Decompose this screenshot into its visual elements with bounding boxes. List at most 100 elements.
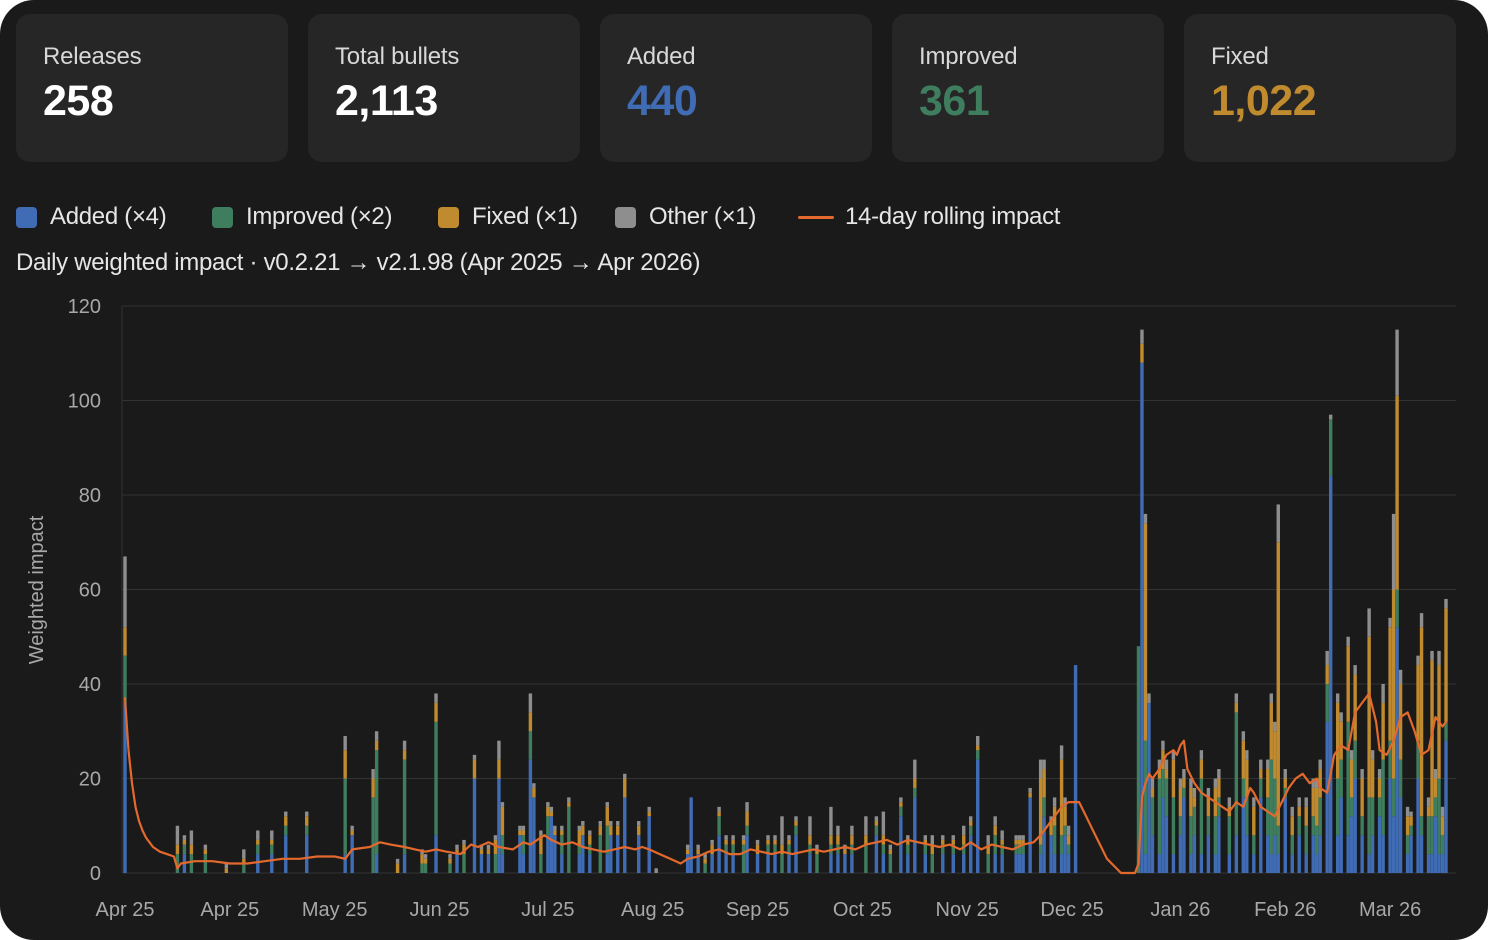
bar-segment-improved	[1370, 797, 1375, 836]
bar-segment-improved	[1178, 816, 1183, 836]
bar-segment-improved	[1021, 844, 1025, 855]
bar-segment-added	[1304, 854, 1308, 873]
bar-segment-fixed	[1335, 702, 1340, 779]
bar-stack	[1283, 769, 1287, 873]
bar-stack	[1189, 778, 1193, 873]
legend-item-improved[interactable]: Improved (×2)	[212, 200, 392, 234]
bar-stack	[1391, 513, 1396, 873]
bar-segment-other	[448, 854, 452, 859]
bar-segment-improved	[1000, 844, 1004, 855]
bar-stack	[1360, 769, 1364, 873]
y-axis-ticks: 0 20 40 60 80 100 120	[68, 296, 101, 885]
legend-line	[798, 215, 834, 219]
bar-segment-fixed	[1388, 627, 1392, 741]
bar-segment-added	[1440, 854, 1445, 873]
bar-stack	[969, 816, 973, 873]
bar-segment-other	[598, 821, 602, 826]
legend-item-fixed[interactable]: Fixed (×1)	[438, 200, 578, 234]
bar-segment-added	[1073, 665, 1078, 873]
bar-segment-fixed	[703, 858, 707, 864]
bar-segment-added	[605, 854, 609, 873]
bar-segment-other	[1440, 806, 1445, 817]
bar-stack	[1252, 797, 1256, 873]
bar-segment-added	[836, 854, 840, 873]
bar-segment-other	[773, 835, 777, 840]
bar-stack	[1444, 598, 1448, 873]
bar-segment-added	[1370, 835, 1375, 873]
bar-segment-fixed	[371, 778, 375, 798]
bar-segment-improved	[1381, 759, 1385, 836]
bar-segment-improved	[899, 806, 903, 817]
bar-segment-fixed	[549, 811, 554, 817]
bar-segment-added	[305, 835, 309, 873]
bar-segment-other	[1227, 797, 1232, 807]
bar-segment-fixed	[724, 839, 728, 845]
bar-segment-improved	[1419, 816, 1424, 836]
bar-stack	[1140, 329, 1144, 873]
bar-segment-fixed	[745, 811, 749, 826]
y-tick-label: 20	[79, 769, 101, 791]
bar-segment-fixed	[913, 778, 917, 788]
bar-segment-added	[1164, 816, 1169, 873]
bar-stack	[189, 830, 194, 873]
bar-segment-fixed	[605, 806, 609, 826]
bar-segment-improved	[1157, 778, 1162, 855]
stat-value: 2,113	[335, 77, 438, 125]
bar-stack	[577, 825, 582, 873]
bar-segment-improved	[1311, 816, 1315, 836]
bar-stack	[420, 849, 424, 873]
bar-segment-other	[616, 821, 620, 826]
bar-segment-fixed	[1217, 778, 1221, 798]
bar-segment-fixed	[741, 839, 746, 845]
bar-stack	[1276, 504, 1280, 873]
bar-segment-other	[1409, 811, 1413, 817]
bar-segment-added	[1199, 854, 1204, 873]
bar-segment-fixed	[1143, 523, 1148, 741]
bar-segment-improved	[242, 863, 246, 873]
bar-stack	[1377, 769, 1382, 873]
bar-segment-fixed	[829, 835, 833, 845]
bar-segment-added	[472, 778, 477, 873]
bar-segment-fixed	[1042, 769, 1046, 798]
bar-segment-other	[986, 835, 990, 845]
bar-segment-improved	[1395, 589, 1399, 628]
bar-stack	[567, 797, 571, 873]
bar-segment-fixed	[766, 839, 770, 845]
bar-segment-fixed	[930, 844, 934, 855]
bar-stack	[755, 839, 760, 873]
bar-segment-other	[1437, 650, 1441, 666]
bar-segment-added	[1426, 854, 1431, 873]
bar-stack	[843, 844, 847, 873]
bar-stack	[829, 806, 833, 873]
bar-segment-improved	[1360, 816, 1364, 836]
bar-segment-other	[1049, 816, 1053, 822]
bar-segment-added	[455, 854, 459, 873]
stat-label: Total bullets	[335, 43, 460, 70]
bar-segment-other	[685, 844, 690, 850]
stat-value: 1,022	[1211, 77, 1317, 125]
bar-segment-added	[1398, 797, 1403, 873]
bar-segment-fixed	[1192, 797, 1197, 807]
bar-stack	[685, 844, 690, 873]
bar-segment-added	[1259, 797, 1263, 873]
legend-item-added[interactable]: Added (×4)	[16, 200, 167, 234]
bar-segment-improved	[1444, 721, 1448, 741]
bar-segment-fixed	[1416, 665, 1420, 741]
bar-stack	[1395, 329, 1399, 873]
bar-segment-improved	[874, 825, 879, 836]
bar-segment-added	[1227, 854, 1232, 873]
bar-stack	[1440, 806, 1445, 873]
bar-segment-other	[1311, 778, 1315, 788]
bar-segment-fixed	[1206, 797, 1211, 817]
bar-segment-other	[745, 802, 749, 812]
legend-item-other[interactable]: Other (×1)	[615, 200, 756, 234]
stat-label: Improved	[919, 43, 1018, 70]
bar-segment-improved	[598, 835, 602, 873]
bar-stack	[479, 844, 484, 873]
bar-segment-improved	[1318, 797, 1322, 836]
bar-segment-added	[1433, 816, 1438, 873]
bar-segment-other	[1339, 712, 1343, 722]
bar-segment-fixed	[850, 835, 854, 845]
legend-item-rolling-impact[interactable]: 14-day rolling impact	[798, 200, 1060, 234]
